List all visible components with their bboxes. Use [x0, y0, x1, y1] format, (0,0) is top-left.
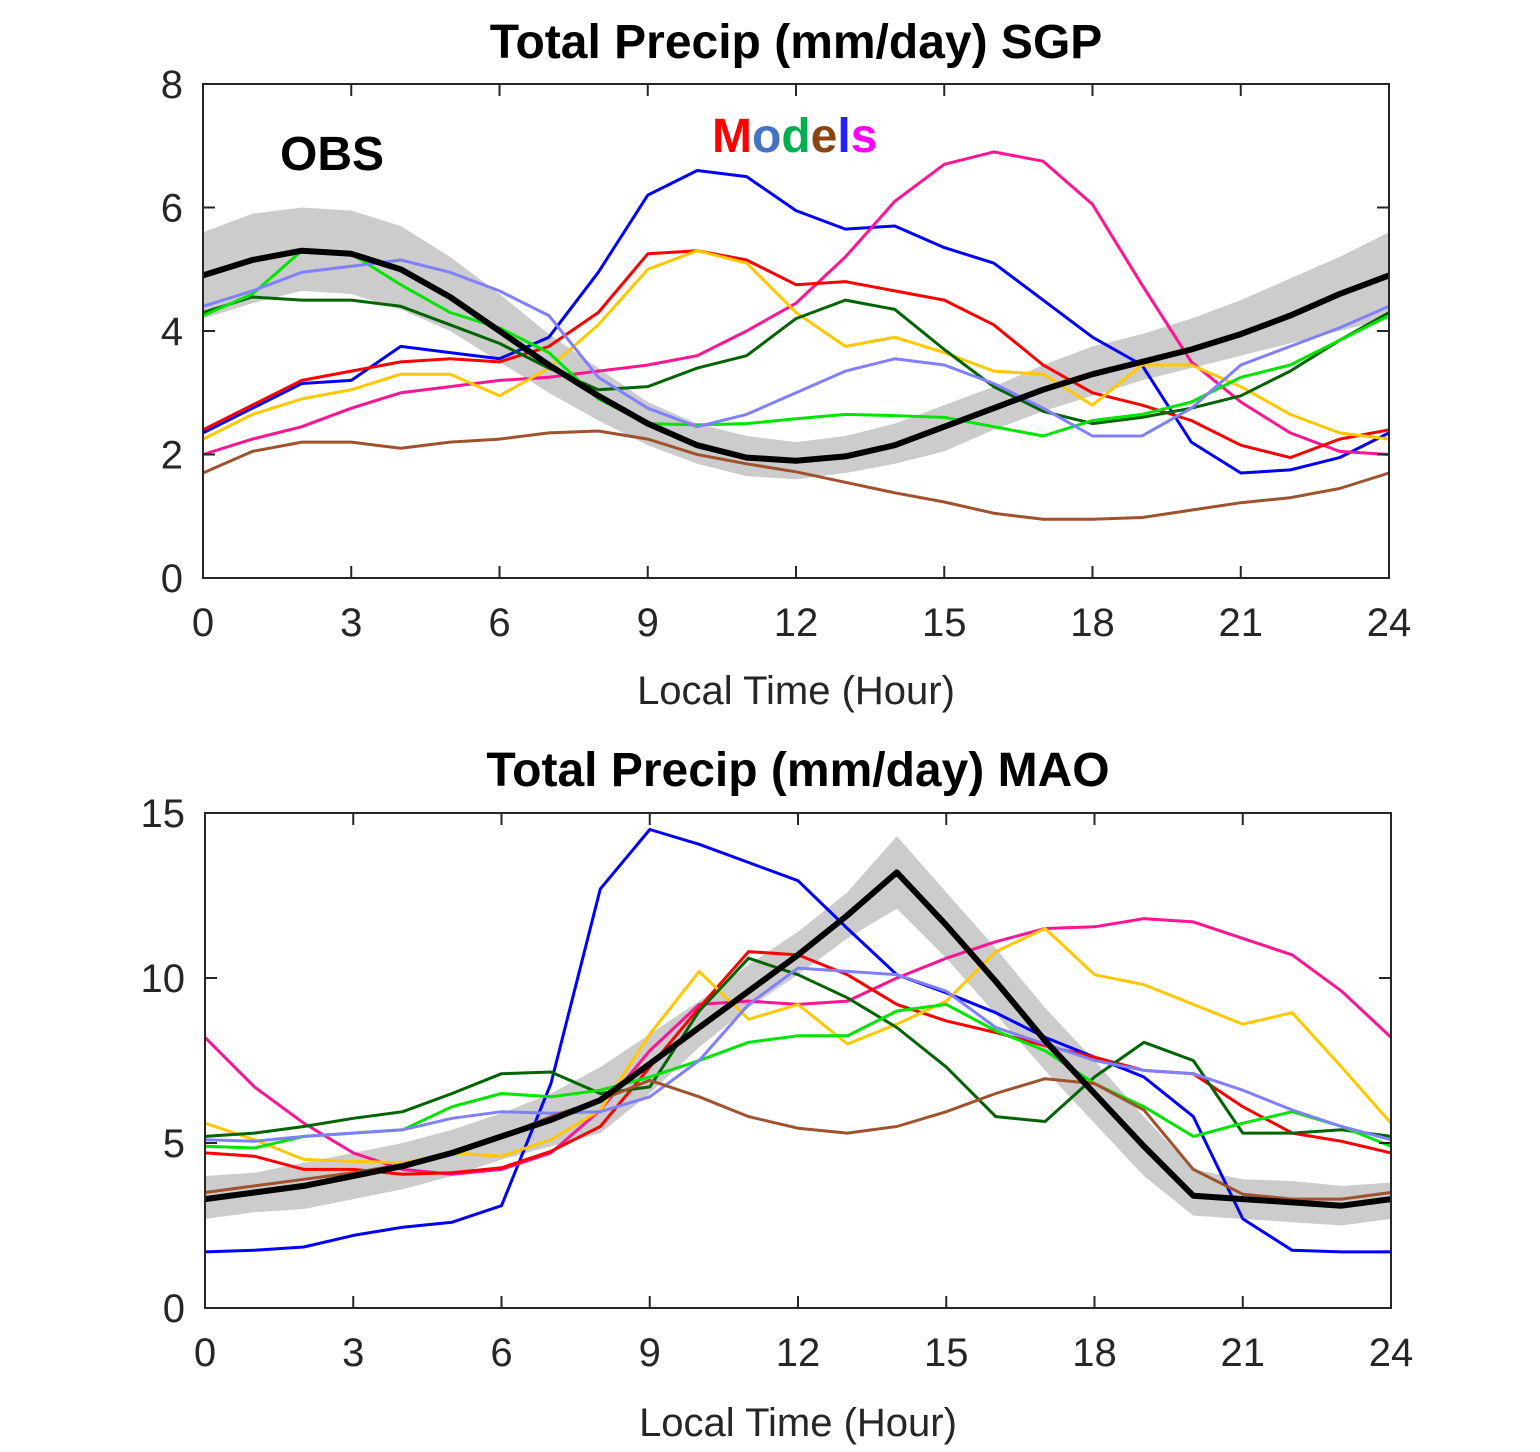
sgp-x-tick-label: 15 [922, 601, 967, 645]
sgp-chart: Total Precip (mm/day) SGP 0 3 6 9 12 15 18 21 24… [161, 16, 1412, 713]
mao-series-model-lightblue [204, 966, 1392, 1143]
sgp-y-tick-label: 2 [161, 434, 183, 478]
mao-x-tick-label: 12 [776, 1331, 821, 1375]
mao-x-tick-label: 24 [1369, 1331, 1414, 1375]
mao-x-tick-label: 9 [639, 1331, 661, 1375]
sgp-series-model-red [202, 249, 1390, 460]
models-letter-4: e [811, 110, 838, 163]
mao-x-tick-label: 18 [1072, 1331, 1117, 1375]
sgp-x-tick-label: 12 [774, 601, 819, 645]
obs-annotation: OBS [280, 128, 384, 181]
mao-y-tick-label: 15 [141, 792, 186, 836]
sgp-y-tick-label: 4 [161, 310, 183, 354]
sgp-y-tick-label: 8 [161, 63, 183, 107]
mao-series-model-green [204, 1002, 1392, 1150]
mao-y-tick-label: 10 [141, 957, 186, 1001]
mao-series-model-yellow [204, 927, 1393, 1165]
mao-series-model-red [204, 950, 1392, 1176]
mao-ticks: 0 3 6 9 12 15 18 21 24 0 5 10 15 [141, 792, 1414, 1375]
sgp-x-tick-label: 3 [340, 601, 362, 645]
sgp-series-model-lightblue [202, 258, 1390, 438]
sgp-y-tick-label: 0 [161, 557, 183, 601]
sgp-series-model-blue [202, 169, 1390, 475]
mao-x-tick-label: 6 [490, 1331, 512, 1375]
mao-x-axis-label: Local Time (Hour) [639, 1401, 957, 1445]
mao-obs-band [205, 836, 1391, 1226]
models-letter-1: M [712, 110, 752, 163]
sgp-series-model-yellow [202, 249, 1390, 441]
sgp-series-model-green [202, 249, 1390, 438]
mao-title: Total Precip (mm/day) MAO [486, 744, 1109, 797]
mao-x-tick-label: 21 [1221, 1331, 1266, 1375]
sgp-x-tick-label: 18 [1070, 601, 1115, 645]
sgp-obs-uncertainty-band [203, 207, 1389, 480]
models-letter-5: l [837, 110, 850, 163]
sgp-x-tick-label: 9 [637, 601, 659, 645]
mao-y-tick-label: 5 [163, 1122, 185, 1166]
sgp-y-tick-label: 6 [161, 187, 183, 231]
sgp-x-tick-label: 21 [1219, 601, 1264, 645]
mao-series-model-darkgreen [204, 956, 1392, 1138]
sgp-series-obs [202, 247, 1391, 464]
sgp-x-tick-label: 0 [192, 601, 214, 645]
models-annotation: Models [712, 110, 877, 163]
sgp-x-axis-label: Local Time (Hour) [637, 669, 955, 713]
sgp-lines [202, 150, 1391, 521]
mao-x-tick-label: 3 [342, 1331, 364, 1375]
mao-x-tick-label: 0 [194, 1331, 216, 1375]
sgp-title: Total Precip (mm/day) SGP [490, 16, 1103, 69]
mao-x-tick-label: 15 [924, 1331, 969, 1375]
mao-obs-uncertainty-band [205, 836, 1391, 1226]
mao-lines [203, 828, 1393, 1254]
sgp-x-tick-label: 24 [1367, 601, 1412, 645]
sgp-x-tick-label: 6 [488, 601, 510, 645]
models-letter-6: s [851, 110, 878, 163]
sgp-series-model-magenta [202, 150, 1390, 456]
models-letter-3: d [781, 110, 810, 163]
mao-chart: Total Precip (mm/day) MAO 0 3 6 9 12 15 18 21 24… [141, 744, 1414, 1445]
mao-plot-frame [204, 812, 1392, 1309]
sgp-series-model-brown [202, 429, 1390, 521]
mao-series-obs [204, 869, 1392, 1209]
sgp-obs-band [203, 207, 1389, 480]
mao-y-tick-label: 0 [163, 1287, 185, 1331]
models-letter-2: o [752, 110, 781, 163]
mao-series-model-blue [204, 828, 1391, 1254]
